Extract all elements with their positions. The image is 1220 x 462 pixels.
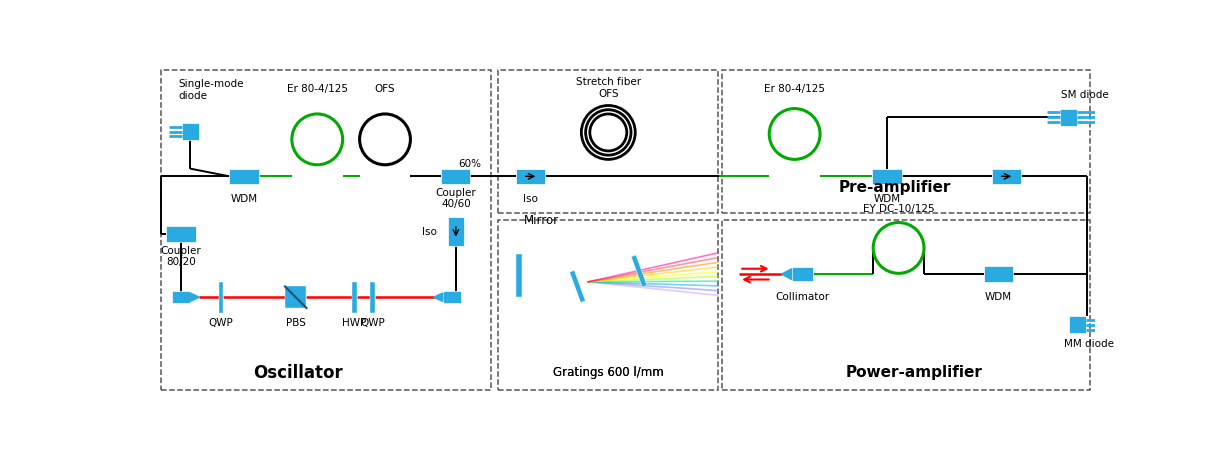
Text: Single-mode: Single-mode [178,79,244,89]
Text: diode: diode [178,91,207,101]
Text: Er 80-4/125: Er 80-4/125 [287,85,348,94]
Text: 80/20: 80/20 [166,257,196,267]
Text: Iso: Iso [422,227,437,237]
Text: 40/60: 40/60 [440,199,471,209]
Text: PBS: PBS [285,318,306,328]
Bar [448,217,464,246]
Polygon shape [190,293,199,301]
Bar [516,169,545,184]
Text: QWP: QWP [209,318,233,328]
Text: Mirror: Mirror [523,214,559,227]
Bar [1060,109,1077,126]
Polygon shape [570,270,586,303]
Bar [371,282,375,313]
Text: HWP: HWP [342,318,366,328]
Bar [285,286,306,308]
Polygon shape [433,293,443,301]
Bar [182,123,199,140]
Text: Iso: Iso [523,195,538,204]
Bar [1069,316,1086,334]
Bar [172,292,190,303]
Text: Gratings 600 l/mm: Gratings 600 l/mm [553,366,664,379]
Bar [166,226,195,242]
Bar [443,292,461,303]
Bar [161,70,490,389]
Bar [498,70,717,213]
Text: Pre-amplifier: Pre-amplifier [838,180,950,195]
Bar [792,267,813,281]
Text: WDM: WDM [874,195,900,204]
Text: Power-amplifier: Power-amplifier [845,365,982,380]
Text: Gratings 600 l/mm: Gratings 600 l/mm [553,366,664,379]
Text: Er 80-4/125: Er 80-4/125 [764,85,825,94]
Polygon shape [782,269,792,280]
Text: WDM: WDM [985,292,1013,302]
Text: Oscillator: Oscillator [253,364,343,382]
Text: Stretch fiber: Stretch fiber [576,77,640,86]
Bar [872,169,902,184]
Bar [218,282,223,313]
Text: EY DC-10/125: EY DC-10/125 [863,205,935,214]
Text: 60%: 60% [459,159,481,169]
Bar [721,220,1089,389]
Text: Coupler: Coupler [161,246,201,256]
Text: OFS: OFS [375,85,395,94]
Text: SM diode: SM diode [1061,91,1109,100]
Text: Coupler: Coupler [436,188,476,198]
Text: Collimator: Collimator [775,292,830,302]
Bar [721,70,1089,213]
Bar [442,169,471,184]
Text: QWP: QWP [360,318,386,328]
Bar [985,267,1014,282]
Text: WDM: WDM [231,195,257,204]
Bar [498,220,717,389]
Bar [229,169,259,184]
Bar [351,282,356,313]
Polygon shape [631,255,647,287]
Text: MM diode: MM diode [1064,339,1114,349]
Bar [516,254,522,297]
Text: OFS: OFS [598,89,619,99]
Bar [992,169,1021,184]
